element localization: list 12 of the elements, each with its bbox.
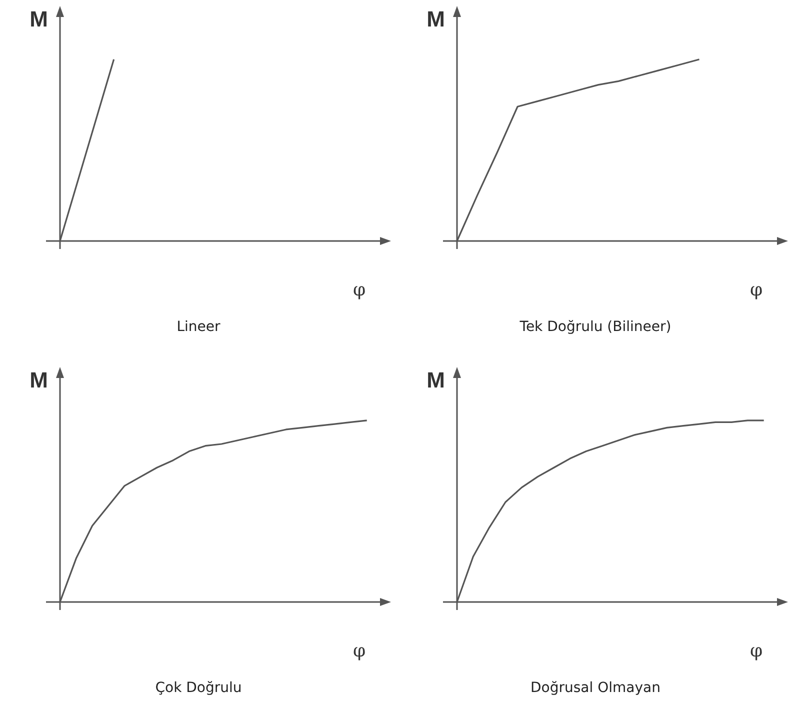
x-axis-title: φ [353, 640, 366, 662]
text: Doğrusal Olmayan [530, 680, 660, 696]
text: Çok Doğrulu [155, 680, 242, 696]
y-axis-title: M [30, 6, 48, 32]
text: Lineer [176, 319, 221, 335]
text: Tek Doğrulu (Bilineer) [518, 319, 672, 335]
x-axis-title: φ [750, 640, 763, 662]
y-axis-title: M [426, 6, 445, 32]
y-axis-title: M [426, 368, 445, 392]
y-axis-title: M [30, 368, 48, 392]
x-axis-title: φ [353, 280, 366, 300]
x-axis-title: φ [750, 280, 763, 300]
